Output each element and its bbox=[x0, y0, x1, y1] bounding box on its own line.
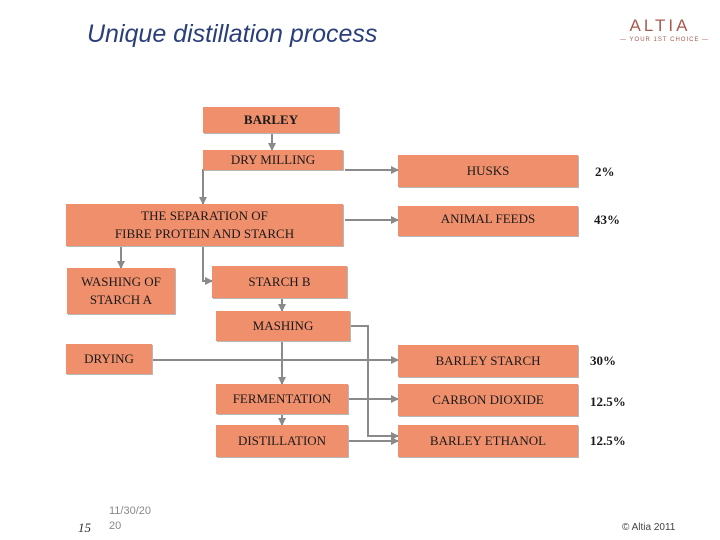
output-carbon-dioxide-box: CARBON DIOXIDE bbox=[398, 384, 578, 416]
washing-line-2: STARCH A bbox=[89, 292, 153, 307]
separation-line-1: THE SEPARATION OF bbox=[141, 208, 268, 223]
output-husks-box: HUSKS bbox=[398, 155, 578, 187]
page-number: 15 bbox=[78, 520, 91, 535]
footer-date: 11/30/20 20 bbox=[109, 504, 169, 534]
mashing-box: MASHING bbox=[216, 311, 350, 341]
pct-animal-feeds: 43% bbox=[594, 212, 620, 227]
output-barley-ethanol-box: BARLEY ETHANOL bbox=[398, 425, 578, 457]
output-barley-starch-box: BARLEY STARCH bbox=[398, 345, 578, 377]
pct-barley-ethanol: 12.5% bbox=[590, 433, 626, 448]
barley-box: BARLEY bbox=[203, 107, 339, 133]
copyright: © Altia 2011 bbox=[622, 522, 676, 533]
pct-carbon-dioxide: 12.5% bbox=[590, 394, 626, 409]
distillation-box: DISTILLATION bbox=[216, 425, 348, 457]
slide-title: Unique distillation process bbox=[87, 20, 378, 48]
separation-line-2: FIBRE PROTEIN AND STARCH bbox=[114, 226, 295, 241]
washing-line-1: WASHING OF bbox=[81, 274, 161, 289]
washing-starch-a-box: WASHING OF STARCH A bbox=[67, 268, 175, 314]
fermentation-box: FERMENTATION bbox=[216, 384, 348, 414]
pct-husks: 2% bbox=[595, 164, 615, 179]
arrow-mashing-to-barley-ethanol bbox=[351, 325, 399, 440]
logo-tagline: — YOUR 1ST CHOICE — bbox=[620, 37, 710, 43]
drying-box: DRYING bbox=[66, 344, 152, 374]
separation-box: THE SEPARATION OF FIBRE PROTEIN AND STAR… bbox=[66, 204, 343, 246]
dry-milling-box: DRY MILLING bbox=[203, 150, 343, 170]
altia-logo: ALTIA — YOUR 1ST CHOICE — bbox=[620, 16, 710, 48]
logo-wordmark: ALTIA bbox=[629, 16, 691, 35]
arrow-separation-to-starch-b bbox=[202, 247, 213, 285]
pct-barley-starch: 30% bbox=[590, 353, 616, 368]
footer-date-line-1: 11/30/20 bbox=[109, 505, 152, 517]
output-animal-feeds-box: ANIMAL FEEDS bbox=[398, 206, 578, 236]
starch-b-box: STARCH B bbox=[212, 266, 347, 298]
footer-date-line-2: 20 bbox=[109, 520, 122, 532]
